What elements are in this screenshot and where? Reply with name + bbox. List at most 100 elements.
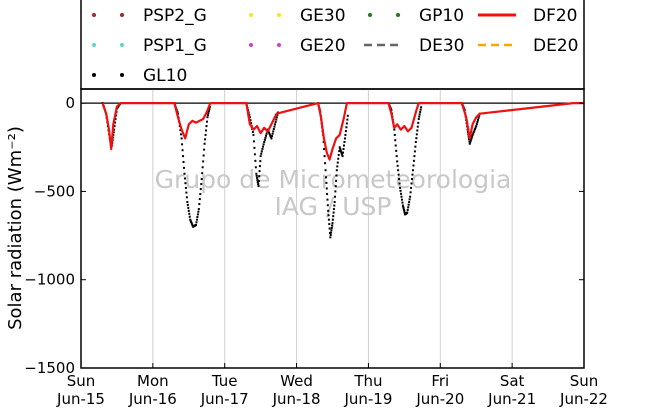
y-axis: 0 −500 −1000 −1500 [24,94,584,377]
data-point [327,214,330,217]
data-point [399,189,402,192]
data-point [418,115,421,118]
data-point [393,133,396,136]
data-point [417,118,420,121]
data-point [472,130,475,133]
data-point [272,130,275,133]
data-point [396,160,399,163]
data-point [475,125,478,128]
data-point [185,191,188,194]
data-point [329,236,332,239]
data-point [187,209,190,212]
y-tick-label: −1500 [24,359,75,377]
data-point [342,144,345,147]
data-point [407,203,410,206]
data-point [469,139,472,142]
data-point [403,210,406,213]
data-point [272,128,275,131]
data-point [394,144,397,147]
legend-marker-dot [368,13,372,17]
data-point [326,193,329,196]
data-point [403,211,406,214]
data-point [264,136,267,139]
data-point [470,136,473,139]
data-point [410,182,413,185]
data-point [468,142,471,145]
data-point [203,148,206,151]
data-point [400,192,403,195]
data-point [327,218,330,221]
data-point [207,110,210,113]
data-point [336,165,339,168]
data-point [205,120,208,123]
data-point [410,186,413,189]
x-tick-label-date: Jun-21 [487,390,536,408]
plot-frame [80,88,585,369]
data-point [255,174,258,177]
data-point [181,149,184,152]
data-point [394,139,397,142]
data-point [113,128,116,131]
data-point [182,166,185,169]
data-point [323,155,326,158]
data-point [325,181,328,184]
data-point [416,125,419,128]
legend-marker-dot [249,13,253,17]
data-point [335,179,338,182]
data-point [199,193,202,196]
data-point [417,121,420,124]
data-point [340,152,343,155]
data-point [400,195,403,198]
data-point [336,161,339,164]
legend-label: GP10 [419,6,464,26]
data-point [339,147,342,150]
legend-marker-dot [92,73,96,77]
data-point [327,209,330,212]
data-point [268,133,271,136]
x-tick-label-day: Tue [211,372,238,390]
data-point [339,149,342,152]
plot-area: Grupo de Micrometeorologia IAG / USP [80,88,585,369]
x-tick-label-day: Fri [431,372,449,390]
data-point [205,129,208,132]
legend-label: PSP2_G [143,6,207,26]
data-point [250,122,253,125]
data-point [254,159,257,162]
data-point [409,195,412,198]
data-point [201,172,204,175]
data-point [271,132,274,135]
data-point [269,134,272,137]
x-tick-label-date: Jun-22 [559,390,608,408]
data-point [206,116,209,119]
legend-marker-dot [277,43,281,47]
data-point [185,196,188,199]
legend-entry: GE30 [249,6,346,26]
data-point [401,201,404,204]
data-point [200,183,203,186]
x-tick-label-date: Jun-17 [200,390,249,408]
data-point [328,231,331,234]
data-point [204,138,207,141]
x-tick-label-date: Jun-19 [343,390,392,408]
data-point [418,113,421,116]
legend-label: PSP1_G [143,36,207,56]
data-point [471,135,474,138]
data-point [334,185,337,188]
data-point [406,208,409,211]
data-point [408,198,411,201]
legend-marker-dot [120,43,124,47]
data-point [324,169,327,172]
data-point [257,180,260,183]
data-point [338,146,341,149]
legend-marker-dot [92,13,96,17]
data-point [398,178,401,181]
data-point [270,137,273,140]
data-point [198,203,201,206]
data-point [402,208,405,211]
data-point [181,143,184,146]
data-point [328,227,331,230]
y-tick-label: 0 [65,94,75,112]
legend-entry: GL10 [92,66,187,86]
legend-marker-dot [249,43,253,47]
data-point [190,221,193,224]
